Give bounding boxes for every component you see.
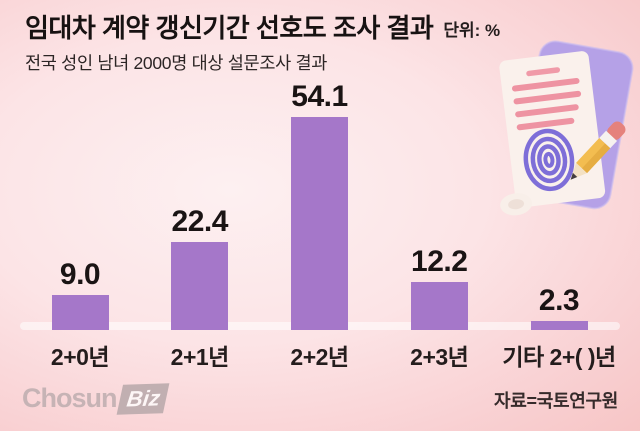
bar-기타 2+( )년 xyxy=(530,321,588,330)
paper-line-short xyxy=(526,67,561,77)
data-source: 자료=국토연구원 xyxy=(493,391,618,411)
bar-value-label: 2.3 xyxy=(538,284,580,317)
publisher-logo: Chosun Biz xyxy=(22,382,169,415)
contract-illustration xyxy=(499,40,634,216)
bar-value-label: 22.4 xyxy=(171,205,229,238)
bar-category-label: 기타 2+( )년 xyxy=(502,344,616,370)
publisher-logo-biz-badge: Biz xyxy=(116,382,169,415)
bar-category-label: 2+0년 xyxy=(50,344,110,370)
bar-category-label: 2+3년 xyxy=(410,344,469,370)
paper-line xyxy=(516,117,575,131)
fingerprint-icon xyxy=(523,128,575,192)
bar-2+1년 xyxy=(171,242,229,330)
header: 임대차 계약 갱신기간 선호도 조사 결과 단위: % xyxy=(25,12,500,45)
publisher-logo-biz: Biz xyxy=(124,384,161,412)
unit-label: 단위: % xyxy=(443,20,501,40)
publisher-logo-chosun: Chosun xyxy=(22,383,117,413)
paper-line xyxy=(515,104,579,118)
paper-shape xyxy=(499,51,606,216)
paper-line xyxy=(513,90,582,105)
bar-2+3년 xyxy=(410,282,468,330)
bar-value-label: 9.0 xyxy=(59,258,101,291)
bar-value-label: 12.2 xyxy=(411,245,468,278)
bar-2+2년 xyxy=(291,117,348,330)
page-title: 임대차 계약 갱신기간 선호도 조사 결과 xyxy=(25,13,434,43)
pencil-icon xyxy=(570,121,626,180)
subtitle: 전국 성인 남녀 2000명 대상 설문조사 결과 xyxy=(25,53,328,73)
bar-category-label: 2+2년 xyxy=(290,344,349,370)
paper-line xyxy=(511,77,580,92)
bar-2+0년 xyxy=(51,295,109,330)
bar-category-label: 2+1년 xyxy=(170,344,230,370)
bar-value-label: 54.1 xyxy=(291,80,348,113)
